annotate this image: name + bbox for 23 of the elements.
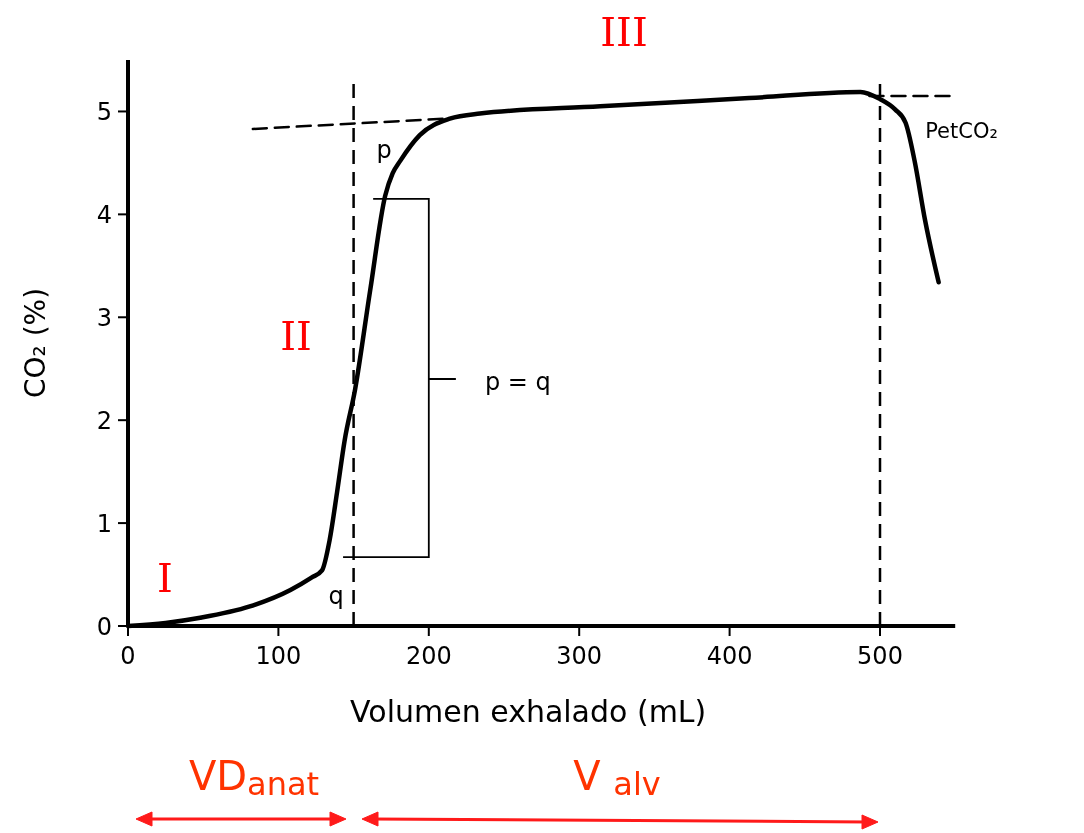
annotation: II bbox=[280, 313, 312, 359]
x-tick-label: 300 bbox=[556, 642, 603, 670]
x-tick-label: 100 bbox=[255, 642, 302, 670]
x-tick-label: 0 bbox=[120, 642, 136, 670]
x-axis-title: Volumen exhalado (mL) bbox=[350, 694, 707, 729]
y-tick-label: 2 bbox=[96, 407, 112, 436]
y-tick-label: 3 bbox=[96, 304, 112, 333]
x-tick-label: 500 bbox=[857, 642, 903, 670]
y-tick-label: 4 bbox=[96, 201, 112, 230]
annotation: q bbox=[328, 582, 344, 610]
annotation: p = q bbox=[485, 368, 551, 396]
y-tick-label: 1 bbox=[96, 510, 112, 539]
text: III bbox=[600, 9, 648, 55]
series-label: PetCO₂ bbox=[925, 119, 998, 144]
annotation: I bbox=[157, 555, 173, 601]
annotation: p bbox=[376, 136, 392, 164]
x-tick-label: 200 bbox=[405, 642, 452, 670]
text: V $_{alv}$ bbox=[573, 753, 661, 803]
x-tick-label: 400 bbox=[706, 642, 753, 670]
y-tick-label: 5 bbox=[96, 98, 112, 127]
text: VD$_{anat}$ bbox=[188, 753, 320, 803]
y-axis-title: CO₂ (%) bbox=[19, 287, 52, 399]
y-tick-label: 0 bbox=[96, 613, 112, 641]
